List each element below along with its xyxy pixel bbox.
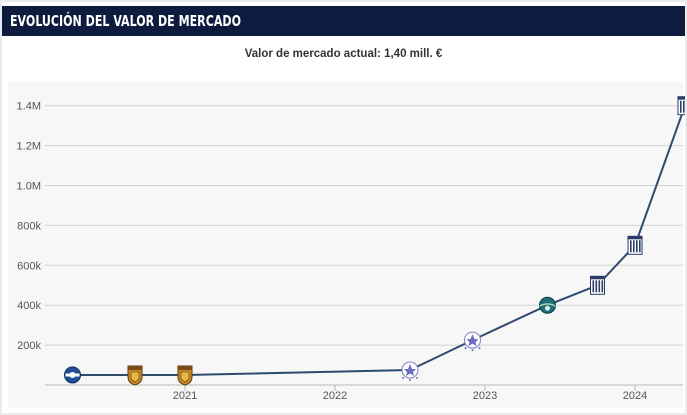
y-tick-label: 1.0M: [17, 181, 41, 193]
club-crest-striped-icon: [590, 275, 605, 295]
current-market-value: Valor de mercado actual: 1,40 mill. €: [2, 48, 685, 60]
x-tick-label: 2023: [473, 390, 497, 402]
club-crest-striped-icon: [627, 235, 643, 255]
club-crest-blue-icon: [64, 366, 81, 384]
y-tick-label: 200k: [17, 340, 41, 352]
x-tick-label: 2021: [173, 390, 197, 402]
club-crest-gold-icon: [127, 365, 143, 386]
widget-title: EVOLUCIÓN DEL VALOR DE MERCADO: [10, 12, 241, 30]
y-tick-label: 1.2M: [17, 141, 41, 153]
club-crest-gold-icon: [177, 365, 193, 386]
plot-area: [8, 82, 683, 408]
club-crest-purple-icon: [401, 361, 419, 381]
y-tick-label: 1.4M: [17, 101, 41, 113]
current-market-value-label: Valor de mercado actual:: [244, 48, 381, 60]
x-tick-label: 2022: [323, 390, 347, 402]
club-crest-purple-icon: [464, 331, 481, 352]
y-tick-label: 400k: [17, 300, 41, 312]
current-market-value-amount: 1,40 mill. €: [384, 48, 443, 60]
y-tick-label: 800k: [17, 220, 41, 232]
y-tick-label: 600k: [17, 260, 41, 272]
club-crest-striped-icon: [677, 96, 685, 116]
widget-header: EVOLUCIÓN DEL VALOR DE MERCADO: [2, 6, 685, 36]
x-tick-label: 2024: [623, 390, 647, 402]
club-crest-teal-icon: [539, 296, 556, 314]
